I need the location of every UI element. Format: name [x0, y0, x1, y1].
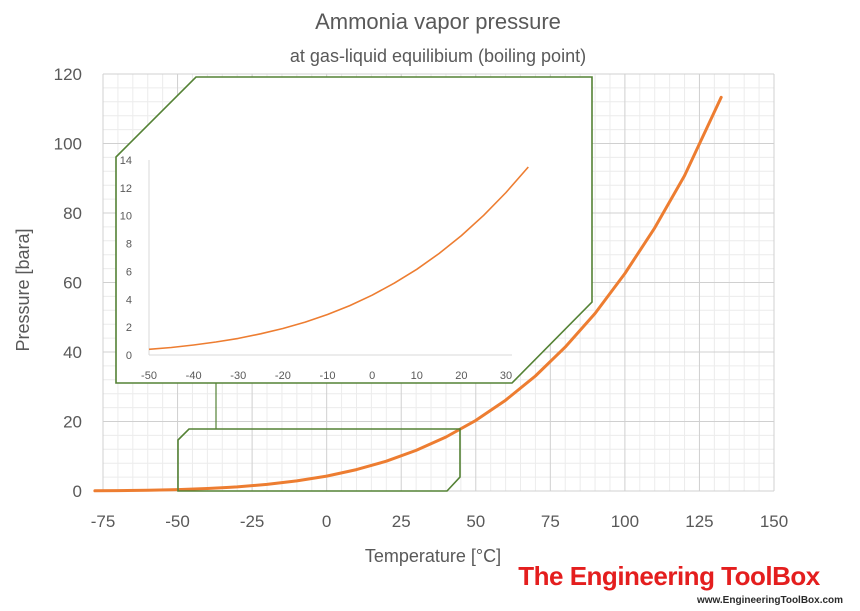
inset-series-line	[148, 166, 529, 351]
x-tick-label: 50	[466, 512, 485, 531]
y-axis-label: Pressure [bara]	[13, 228, 33, 351]
inset-x-tick-label: -20	[275, 370, 291, 382]
x-axis-label: Temperature [°C]	[365, 546, 501, 566]
inset-y-tick-label: 2	[126, 322, 132, 334]
y-tick-label: 40	[63, 343, 82, 362]
x-tick-label: 150	[760, 512, 788, 531]
inset-y-tick-label: 8	[126, 239, 132, 251]
inset-y-tick-label: 10	[120, 211, 132, 223]
x-tick-label: 100	[611, 512, 639, 531]
inset-y-tick-label: 12	[120, 183, 132, 195]
inset-x-tick-label: -40	[186, 370, 202, 382]
x-tick-label: -50	[165, 512, 190, 531]
brand-url: www.EngineeringToolBox.com	[696, 595, 843, 606]
y-tick-label: 100	[54, 135, 82, 154]
y-tick-label: 0	[73, 482, 82, 501]
main-series-line	[93, 95, 723, 493]
inset-x-tick-label: -10	[320, 370, 336, 382]
x-tick-label: 0	[322, 512, 331, 531]
inset-x-tick-label: 20	[455, 370, 467, 382]
inset-axes	[148, 160, 512, 356]
inset-y-tick-label: 4	[126, 294, 132, 306]
inset-y-tick-label: 0	[126, 350, 132, 362]
y-tick-label: 80	[63, 204, 82, 223]
chart-subtitle: at gas-liquid equilibium (boiling point)	[290, 46, 586, 66]
y-tick-label: 60	[63, 274, 82, 293]
inset-y-tick-label: 14	[120, 155, 132, 167]
inset-panel	[115, 76, 593, 384]
inset-tick-labels: -50 -40 -30 -20 -10 0 10 20 30 0 2 4 6 8 10 12 14	[120, 155, 512, 382]
x-tick-label: 75	[541, 512, 560, 531]
y-tick-label: 120	[54, 65, 82, 84]
inset-x-tick-label: 30	[500, 370, 512, 382]
inset-x-tick-label: -50	[141, 370, 157, 382]
x-tick-label: -25	[240, 512, 265, 531]
inset-x-tick-label: -30	[230, 370, 246, 382]
x-tick-label: -75	[91, 512, 116, 531]
brand-logo: The Engineering ToolBox	[518, 561, 821, 591]
inset-x-tick-label: 0	[369, 370, 375, 382]
inset-x-tick-label: 10	[411, 370, 423, 382]
x-tick-label: 25	[392, 512, 411, 531]
chart-title: Ammonia vapor pressure	[315, 9, 561, 34]
inset-y-tick-label: 6	[126, 266, 132, 278]
x-tick-label: 125	[685, 512, 713, 531]
y-tick-label: 20	[63, 413, 82, 432]
zoom-region-box	[177, 428, 461, 492]
